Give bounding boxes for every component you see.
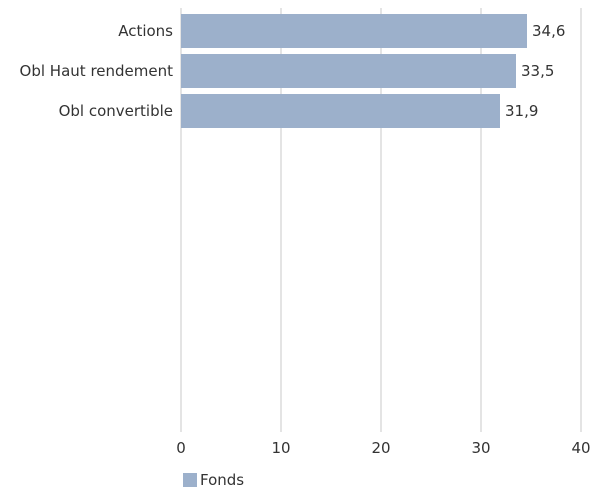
- legend-swatch-fonds: [183, 473, 197, 487]
- legend-label-fonds: Fonds: [200, 471, 245, 489]
- bar-1: [181, 14, 527, 48]
- bars: [181, 14, 527, 128]
- bar-chart: 0 10 20 30 40 Actions 34,6 Obl Haut rendement 33…: [20, 8, 591, 457]
- category-label-2: Obl Haut rendement: [20, 62, 174, 80]
- value-label-3: 31,9: [505, 102, 538, 120]
- bar-3: [181, 94, 500, 128]
- x-tick-label-40: 40: [571, 439, 590, 457]
- x-tick-label-20: 20: [371, 439, 390, 457]
- labels: 0 10 20 30 40 Actions 34,6 Obl Haut rendement 33…: [20, 22, 591, 457]
- x-tick-label-30: 30: [471, 439, 490, 457]
- value-label-1: 34,6: [532, 22, 565, 40]
- category-label-1: Actions: [118, 22, 173, 40]
- legend: Fonds: [183, 471, 244, 489]
- x-tick-label-10: 10: [271, 439, 290, 457]
- category-label-3: Obl convertible: [59, 102, 173, 120]
- x-tick-label-0: 0: [176, 439, 186, 457]
- bar-2: [181, 54, 516, 88]
- value-label-2: 33,5: [521, 62, 554, 80]
